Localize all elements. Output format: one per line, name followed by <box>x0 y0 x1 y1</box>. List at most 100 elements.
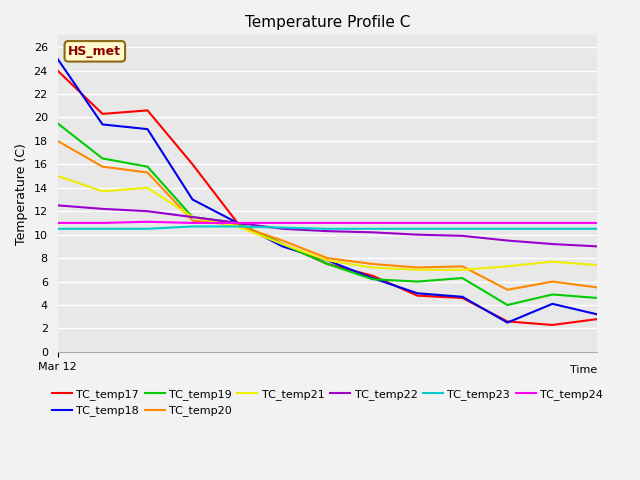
TC_temp19 <box>324 261 332 267</box>
TC_temp17 <box>413 293 421 299</box>
TC_temp17 <box>548 322 556 328</box>
TC_temp24 <box>234 220 241 226</box>
Legend: TC_temp17, TC_temp18, TC_temp19, TC_temp20, TC_temp21, TC_temp22, TC_temp23, TC_: TC_temp17, TC_temp18, TC_temp19, TC_temp… <box>52 389 603 417</box>
TC_temp17 <box>54 68 61 73</box>
Line: TC_temp21: TC_temp21 <box>58 176 597 270</box>
TC_temp18 <box>278 243 286 249</box>
TC_temp20 <box>278 238 286 243</box>
TC_temp20 <box>99 164 106 169</box>
TC_temp24 <box>99 220 106 226</box>
TC_temp18 <box>548 301 556 307</box>
TC_temp21 <box>54 173 61 179</box>
TC_temp23 <box>278 225 286 230</box>
TC_temp20 <box>143 169 151 175</box>
TC_temp23 <box>459 226 467 232</box>
TC_temp24 <box>369 220 376 226</box>
Line: TC_temp18: TC_temp18 <box>58 59 597 323</box>
TC_temp21 <box>369 264 376 270</box>
TC_temp21 <box>548 259 556 264</box>
TC_temp17 <box>593 316 601 322</box>
TC_temp19 <box>54 120 61 126</box>
TC_temp24 <box>278 220 286 226</box>
TC_temp17 <box>143 108 151 113</box>
TC_temp23 <box>413 226 421 232</box>
TC_temp18 <box>234 220 241 226</box>
TC_temp21 <box>324 258 332 264</box>
TC_temp19 <box>189 214 196 220</box>
Line: TC_temp17: TC_temp17 <box>58 71 597 325</box>
TC_temp17 <box>278 241 286 247</box>
TC_temp23 <box>324 226 332 232</box>
TC_temp24 <box>593 220 601 226</box>
Line: TC_temp22: TC_temp22 <box>58 205 597 246</box>
TC_temp20 <box>54 138 61 144</box>
TC_temp23 <box>143 226 151 232</box>
TC_temp19 <box>278 241 286 247</box>
TC_temp22 <box>413 232 421 238</box>
TC_temp24 <box>54 220 61 226</box>
TC_temp18 <box>54 56 61 61</box>
TC_temp18 <box>593 312 601 317</box>
TC_temp24 <box>548 220 556 226</box>
TC_temp21 <box>459 267 467 273</box>
TC_temp21 <box>143 185 151 191</box>
TC_temp22 <box>369 229 376 235</box>
TC_temp21 <box>593 262 601 268</box>
TC_temp20 <box>504 287 511 293</box>
TC_temp17 <box>189 161 196 167</box>
TC_temp19 <box>593 295 601 301</box>
TC_temp17 <box>369 273 376 278</box>
Title: Temperature Profile C: Temperature Profile C <box>244 15 410 30</box>
TC_temp22 <box>189 214 196 220</box>
TC_temp21 <box>99 188 106 194</box>
TC_temp21 <box>278 241 286 247</box>
TC_temp19 <box>413 279 421 285</box>
TC_temp19 <box>548 291 556 297</box>
TC_temp24 <box>504 220 511 226</box>
TC_temp18 <box>99 121 106 127</box>
TC_temp19 <box>234 220 241 226</box>
TC_temp20 <box>189 218 196 224</box>
TC_temp20 <box>413 264 421 270</box>
TC_temp24 <box>324 220 332 226</box>
TC_temp20 <box>593 285 601 290</box>
TC_temp22 <box>324 228 332 234</box>
TC_temp23 <box>99 226 106 232</box>
TC_temp17 <box>234 220 241 226</box>
Y-axis label: Temperature (C): Temperature (C) <box>15 143 28 245</box>
TC_temp18 <box>459 294 467 300</box>
TC_temp22 <box>278 226 286 232</box>
TC_temp23 <box>504 226 511 232</box>
TC_temp23 <box>548 226 556 232</box>
TC_temp21 <box>504 264 511 269</box>
TC_temp22 <box>548 241 556 247</box>
Line: TC_temp24: TC_temp24 <box>58 222 597 223</box>
TC_temp18 <box>413 290 421 296</box>
TC_temp18 <box>143 126 151 132</box>
TC_temp22 <box>593 243 601 249</box>
TC_temp23 <box>189 224 196 229</box>
TC_temp22 <box>143 208 151 214</box>
TC_temp20 <box>459 264 467 269</box>
TC_temp18 <box>369 275 376 281</box>
TC_temp23 <box>593 226 601 232</box>
TC_temp20 <box>548 279 556 285</box>
Line: TC_temp20: TC_temp20 <box>58 141 597 290</box>
TC_temp19 <box>143 164 151 169</box>
Text: HS_met: HS_met <box>68 45 122 58</box>
TC_temp22 <box>54 203 61 208</box>
TC_temp23 <box>234 224 241 229</box>
TC_temp17 <box>459 295 467 301</box>
TC_temp24 <box>459 220 467 226</box>
TC_temp22 <box>504 238 511 243</box>
TC_temp19 <box>99 156 106 161</box>
TC_temp24 <box>143 219 151 225</box>
TC_temp22 <box>234 220 241 226</box>
TC_temp20 <box>234 222 241 228</box>
TC_temp17 <box>99 111 106 117</box>
TC_temp17 <box>324 261 332 267</box>
TC_temp19 <box>504 302 511 308</box>
TC_temp18 <box>189 197 196 203</box>
TC_temp24 <box>413 220 421 226</box>
Text: Time: Time <box>570 365 597 374</box>
